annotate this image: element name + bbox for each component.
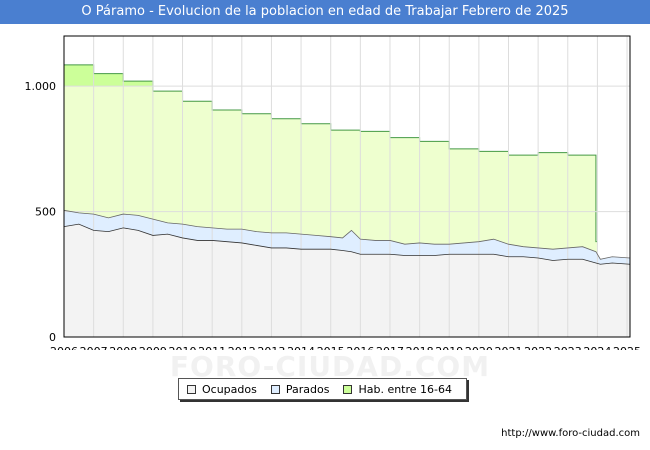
legend-item-parados: Parados (270, 382, 330, 396)
y-tick-label: 0 (49, 331, 56, 344)
legend-swatch-parados (270, 384, 280, 394)
chart-area: 2006200720082009201020112012201320142015… (25, 35, 641, 350)
x-tick-label: 2022 (524, 345, 552, 350)
series-highlight-hab (123, 81, 153, 87)
series-line-ocupados (63, 223, 631, 265)
x-tick-label: 2008 (109, 345, 137, 350)
plot-frame (63, 35, 631, 338)
legend-item-hab: Hab. entre 16-64 (343, 383, 452, 396)
legend: Ocupados Parados Hab. entre 16-64 (178, 378, 467, 400)
legend-label-parados: Parados (285, 382, 330, 396)
x-tick-label: 2010 (169, 345, 197, 350)
legend-swatch-ocupados (187, 384, 196, 394)
x-tick-label: 2019 (435, 345, 463, 350)
x-tick-label: 2007 (80, 345, 108, 350)
x-tick-label: 2013 (257, 345, 285, 350)
source-link[interactable]: http://www.foro-ciudad.com (501, 428, 640, 439)
watermark: FORO-CIUDAD.COM (169, 350, 491, 383)
x-tick-label: 2024 (583, 345, 611, 350)
x-tick-label: 2020 (465, 345, 493, 350)
chart-title: O Páramo - Evolucion de la poblacion en … (0, 0, 650, 24)
x-tick-label: 2009 (139, 345, 167, 350)
y-tick-label: 500 (35, 206, 56, 219)
series-line-parados (63, 209, 631, 260)
x-tick-label: 2011 (198, 345, 226, 350)
x-tick-label: 2021 (495, 345, 523, 350)
x-tick-label: 2023 (554, 345, 582, 350)
x-tick-label: 2016 (346, 345, 374, 350)
x-tick-label: 2018 (406, 345, 434, 350)
x-tick-label: 2025 (613, 345, 641, 350)
legend-label-hab: Hab. entre 16-64 (358, 382, 453, 396)
series-highlight-hab (93, 73, 124, 87)
x-tick-label: 2012 (228, 345, 256, 350)
x-tick-label: 2014 (287, 345, 315, 350)
series-highlight-hab (64, 64, 94, 87)
y-tick-label: 1.000 (25, 80, 57, 93)
legend-label-ocupados: Ocupados (202, 382, 257, 396)
series-area-ocupados (64, 224, 630, 337)
x-tick-label: 2017 (376, 345, 404, 350)
series-line-hab (64, 64, 597, 243)
legend-swatch-hab (343, 384, 353, 394)
legend-item-ocupados: Ocupados (187, 383, 257, 396)
x-tick-label: 2006 (50, 345, 78, 350)
x-tick-label: 2015 (317, 345, 345, 350)
